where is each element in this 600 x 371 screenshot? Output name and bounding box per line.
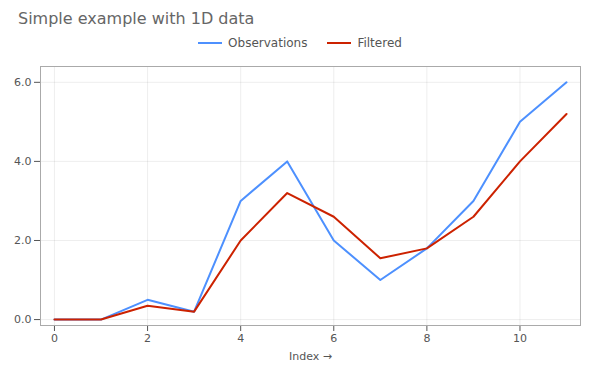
html-text:Observations: Observations [228, 36, 308, 50]
svg-text:2.0: 2.0 [14, 234, 32, 247]
svg-text:0: 0 [51, 332, 58, 345]
svg-text:8: 8 [423, 332, 430, 345]
svg-text:4: 4 [237, 332, 244, 345]
html-text:Simple example with 1D data: Simple example with 1D data [18, 9, 255, 28]
svg-text:0.0: 0.0 [14, 313, 32, 326]
svg-text:6.0: 6.0 [14, 76, 32, 89]
svg-text:2: 2 [144, 332, 151, 345]
svg-text:10: 10 [513, 332, 527, 345]
html-text:Filtered: Filtered [357, 36, 402, 50]
svg-text:4.0: 4.0 [14, 155, 32, 168]
svg-text:Index →: Index → [289, 350, 332, 363]
svg-text:6: 6 [330, 332, 337, 345]
